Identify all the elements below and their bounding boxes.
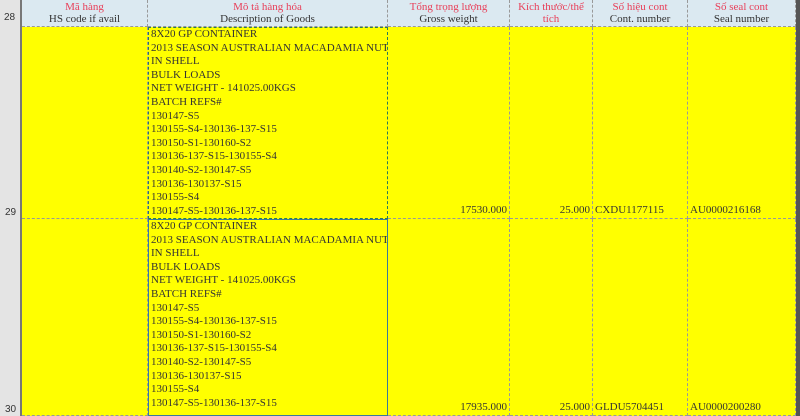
cell-cont-number[interactable]: CXDU1177115 (593, 27, 688, 219)
description-line: IN SHELL (151, 55, 200, 68)
description-line: 130155-S4 (151, 191, 200, 204)
window-edge (796, 0, 800, 416)
cell-hs-code[interactable] (22, 27, 148, 219)
cell-volume[interactable]: 25.000 (510, 219, 593, 416)
description-line: 130155-S4-130136-137-S15 (151, 123, 277, 136)
column-header-seal-number[interactable]: Số seal cont Seal number (688, 0, 796, 27)
description-line: 130136-137-S15-130155-S4 (151, 150, 277, 163)
description-line: BULK LOADS (151, 260, 221, 273)
description-line: IN SHELL (151, 247, 200, 260)
cell-hs-code[interactable] (22, 219, 148, 416)
description-line: NET WEIGHT - 141025.00KGS (151, 82, 296, 95)
gross-weight-value: 17935.000 (460, 401, 507, 413)
description-line: 130140-S2-130147-S5 (151, 163, 252, 176)
description-line: 130147-S5-130136-137-S15 (151, 204, 277, 217)
description-line: 130136-130137-S15 (151, 177, 242, 190)
column-header-description[interactable]: Mô tả hàng hóa Description of Goods (148, 0, 388, 27)
description-line: 130140-S2-130147-S5 (151, 355, 252, 368)
header-label-vn: Mã hàng (65, 1, 104, 13)
seal-number-value: AU0000200280 (690, 401, 761, 413)
description-line: 8X20 GP CONTAINER (151, 28, 258, 40)
volume-value: 25.000 (559, 204, 590, 216)
cell-description[interactable]: 8X20 GP CONTAINER 2013 SEASON AUSTRALIAN … (148, 219, 388, 416)
cont-number-value: CXDU1177115 (595, 204, 664, 216)
gross-weight-value: 17530.000 (460, 204, 507, 216)
row-number: 29 (5, 207, 17, 218)
description-line: 130147-S5 (151, 301, 200, 314)
cell-seal-number[interactable]: AU0000200280 (688, 219, 796, 416)
description-line: 2013 SEASON AUSTRALIAN MACADAMIA NUT (151, 41, 388, 54)
seal-number-value: AU0000216168 (690, 204, 761, 216)
row-header-29[interactable]: 29 (0, 27, 22, 219)
description-line: BULK LOADS (151, 68, 221, 81)
header-label-en: Description of Goods (220, 13, 315, 25)
row-header-30[interactable]: 30 (0, 219, 22, 416)
volume-value: 25.000 (559, 401, 590, 413)
description-line: 130136-137-S15-130155-S4 (151, 342, 277, 355)
cell-seal-number[interactable]: AU0000216168 (688, 27, 796, 219)
cell-description[interactable]: 8X20 GP CONTAINER 2013 SEASON AUSTRALIAN … (148, 27, 388, 219)
description-line: 130155-S4 (151, 383, 200, 396)
header-label-en: Seal number (713, 13, 770, 25)
column-header-gross-weight[interactable]: Tổng trọng lượng Gross weight (388, 0, 510, 27)
row-number: 30 (5, 404, 17, 415)
description-line: BATCH REFS# (151, 287, 222, 300)
header-label-vn: Số hiệu cont (612, 1, 668, 13)
header-label-en: Cont. number (609, 13, 671, 25)
column-header-cont-number[interactable]: Số hiệu cont Cont. number (593, 0, 688, 27)
description-line: 2013 SEASON AUSTRALIAN MACADAMIA NUT (151, 233, 388, 246)
cell-gross-weight[interactable]: 17935.000 (388, 219, 510, 416)
header-label-en: HS code if avail (48, 13, 121, 25)
description-line: 130147-S5 (151, 109, 200, 122)
description-line: BATCH REFS# (151, 95, 222, 108)
description-line: 130150-S1-130160-S2 (151, 328, 252, 341)
description-line: 130147-S5-130136-137-S15 (151, 396, 277, 409)
row-header-28[interactable]: 28 (0, 0, 22, 27)
header-label-en: Gross weight (419, 13, 478, 25)
description-line: 130155-S4-130136-137-S15 (151, 315, 277, 328)
header-label-vn: Mô tả hàng hóa (233, 1, 302, 13)
cont-number-value: GLDU5704451 (595, 401, 665, 413)
description-line: 130150-S1-130160-S2 (151, 136, 252, 149)
cell-cont-number[interactable]: GLDU5704451 (593, 219, 688, 416)
header-label-vn: Tổng trọng lượng (409, 1, 488, 13)
cell-gross-weight[interactable]: 17530.000 (388, 27, 510, 219)
header-label-vn: Kích thước/thể tích (518, 1, 584, 25)
column-header-hs-code[interactable]: Mã hàng HS code if avail (22, 0, 148, 27)
column-header-volume[interactable]: Kích thước/thể tích (510, 0, 593, 27)
description-line: 130136-130137-S15 (151, 369, 242, 382)
description-line: NET WEIGHT - 141025.00KGS (151, 274, 296, 287)
description-line: 8X20 GP CONTAINER (151, 220, 258, 232)
header-label-vn: Số seal cont (714, 1, 769, 13)
cell-volume[interactable]: 25.000 (510, 27, 593, 219)
